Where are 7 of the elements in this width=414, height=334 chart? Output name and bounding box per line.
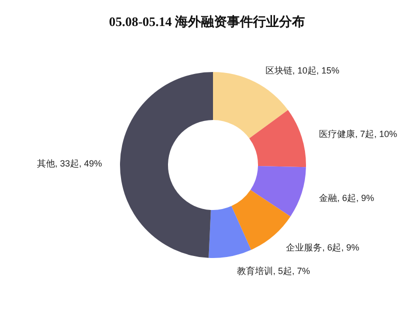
slice-label: 企业服务, 6起, 9% [286,242,360,253]
slice-label: 其他, 33起, 49% [37,158,102,168]
slice-label: 金融, 6起, 9% [319,193,374,204]
chart-title: 05.08-05.14 海外融资事件行业分布 [108,14,306,29]
slice-label: 医疗健康, 7起, 10% [319,128,398,139]
slice-label: 区块链, 10起, 15% [265,66,340,76]
slice-label: 教育培训, 5起, 7% [236,266,310,276]
